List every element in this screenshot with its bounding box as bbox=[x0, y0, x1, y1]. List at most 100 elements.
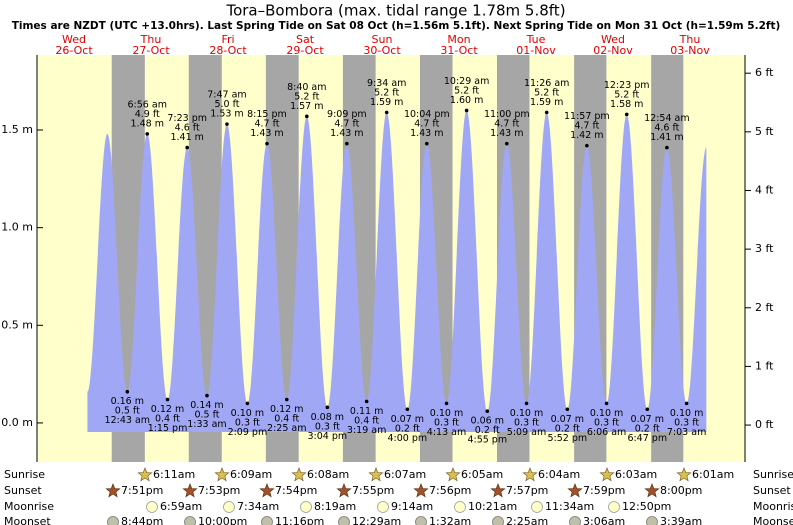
y-tick-label: 1.0 m bbox=[1, 221, 33, 234]
tide-point bbox=[624, 112, 629, 117]
tide-label: 0.3 ft bbox=[594, 417, 619, 428]
row-time: 3:39am bbox=[660, 515, 702, 525]
moonrise-icon bbox=[377, 501, 389, 513]
chart-title: Tora–Bombora (max. tidal range 1.78m 5.8… bbox=[225, 2, 565, 20]
row-time: 7:54pm bbox=[275, 484, 317, 497]
tide-point bbox=[424, 141, 429, 146]
sunrise-icon bbox=[599, 467, 615, 482]
tide-label: 4.7 ft bbox=[254, 119, 279, 130]
row-label: Sunset bbox=[753, 484, 791, 497]
moonset-icon bbox=[184, 516, 196, 525]
row-label: Moonrise bbox=[4, 500, 54, 513]
tide-label: 1.53 m bbox=[210, 109, 243, 120]
tide-label: 1.41 m bbox=[170, 132, 203, 143]
tide-label: 0.5 ft bbox=[194, 410, 219, 421]
sunrise-icon bbox=[522, 467, 538, 482]
tide-label: 7:23 pm bbox=[167, 113, 207, 124]
moonrise-icon bbox=[608, 501, 620, 513]
tide-label: 0.16 m bbox=[111, 396, 144, 407]
moonset-icon bbox=[415, 516, 427, 525]
sunrise-icon bbox=[368, 467, 384, 482]
y-tick-label: 0.5 m bbox=[1, 318, 33, 331]
row-time: 6:59am bbox=[160, 500, 202, 513]
tide-label: 7:03 am bbox=[667, 427, 706, 438]
tide-label: 5.2 ft bbox=[294, 91, 319, 102]
moonset-icon bbox=[646, 516, 658, 525]
y2-tick-label: 4 ft bbox=[755, 183, 774, 196]
sunset-icon bbox=[490, 483, 506, 498]
tide-label: 12:23 pm bbox=[604, 80, 650, 91]
row-time: 7:56pm bbox=[429, 484, 471, 497]
tide-label: 0.2 ft bbox=[555, 423, 580, 434]
tide-point bbox=[265, 141, 269, 146]
tide-point bbox=[205, 393, 209, 398]
sunrise-icon bbox=[676, 467, 692, 482]
tide-label: 0.08 m bbox=[311, 412, 344, 423]
tide-label: 2:09 pm bbox=[228, 427, 268, 438]
row-time: 6:08am bbox=[307, 468, 349, 481]
tide-point bbox=[565, 407, 570, 412]
sunrise-icon bbox=[291, 467, 307, 482]
tide-label: 4:13 am bbox=[427, 427, 466, 438]
row-time: 7:53pm bbox=[198, 484, 240, 497]
tide-label: 4.7 ft bbox=[494, 119, 519, 130]
y2-tick-label: 3 ft bbox=[755, 242, 774, 255]
row-time: 7:55pm bbox=[352, 484, 394, 497]
row-time: 3:06am bbox=[583, 515, 625, 525]
day-weekday: Thu bbox=[140, 33, 162, 46]
row-label: Sunrise bbox=[753, 468, 793, 481]
row-time: 8:00pm bbox=[660, 484, 702, 497]
row-label: Moonrise bbox=[753, 500, 793, 513]
tide-label: 1.48 m bbox=[131, 118, 164, 129]
tide-label: 1.43 m bbox=[330, 128, 363, 139]
sunrise-icon bbox=[214, 467, 230, 482]
tide-label: 0.5 ft bbox=[115, 406, 140, 417]
tide-label: 0.4 ft bbox=[274, 414, 299, 425]
tide-label: 2:25 am bbox=[267, 423, 306, 434]
tide-point bbox=[544, 110, 549, 115]
tide-point bbox=[665, 145, 669, 150]
tide-label: 0.12 m bbox=[270, 404, 303, 415]
tide-point bbox=[504, 141, 509, 146]
tide-label: 1.41 m bbox=[650, 132, 683, 143]
tide-label: 0.06 m bbox=[471, 416, 504, 427]
tide-label: 5:52 pm bbox=[548, 433, 588, 444]
tide-label: 6:47 pm bbox=[627, 433, 667, 444]
tide-label: 0.07 m bbox=[551, 414, 584, 425]
row-time: 11:34am bbox=[545, 500, 594, 513]
row-time: 6:04am bbox=[538, 468, 580, 481]
row-time: 6:11am bbox=[153, 468, 195, 481]
day-weekday: Sat bbox=[296, 33, 315, 46]
row-time: 6:03am bbox=[615, 468, 657, 481]
tide-point bbox=[225, 122, 229, 126]
row-time: 11:16pm bbox=[275, 515, 324, 525]
row-time: 7:57pm bbox=[506, 484, 548, 497]
tide-point bbox=[524, 401, 529, 406]
tide-label: 4.6 ft bbox=[175, 123, 200, 134]
y2-tick-label: 2 ft bbox=[755, 301, 774, 314]
row-time: 7:34am bbox=[237, 500, 279, 513]
sunset-icon bbox=[259, 483, 275, 498]
tide-label: 0.2 ft bbox=[475, 425, 500, 436]
tide-label: 5:09 am bbox=[507, 427, 546, 438]
day-date: 26-Oct bbox=[55, 44, 93, 57]
day-date: 01-Nov bbox=[516, 44, 556, 57]
day-weekday: Sun bbox=[372, 33, 393, 46]
tide-label: 6:06 am bbox=[587, 427, 626, 438]
tide-label: 0.14 m bbox=[190, 400, 223, 411]
tide-label: 0.4 ft bbox=[155, 414, 180, 425]
tide-label: 4:55 pm bbox=[467, 435, 507, 446]
sunrise-icon bbox=[445, 467, 461, 482]
sunset-icon bbox=[413, 483, 429, 498]
moonset-icon bbox=[107, 516, 119, 525]
row-time: 12:29am bbox=[352, 515, 401, 525]
tide-label: 0.3 ft bbox=[514, 417, 539, 428]
tide-label: 0.10 m bbox=[590, 408, 623, 419]
row-time: 1:32am bbox=[429, 515, 471, 525]
row-time: 6:07am bbox=[384, 468, 426, 481]
tide-label: 0.10 m bbox=[670, 408, 703, 419]
tide-label: 1:33 am bbox=[187, 419, 226, 430]
tide-label: 5.2 ft bbox=[374, 87, 399, 98]
day-date: 29-Oct bbox=[286, 44, 324, 57]
